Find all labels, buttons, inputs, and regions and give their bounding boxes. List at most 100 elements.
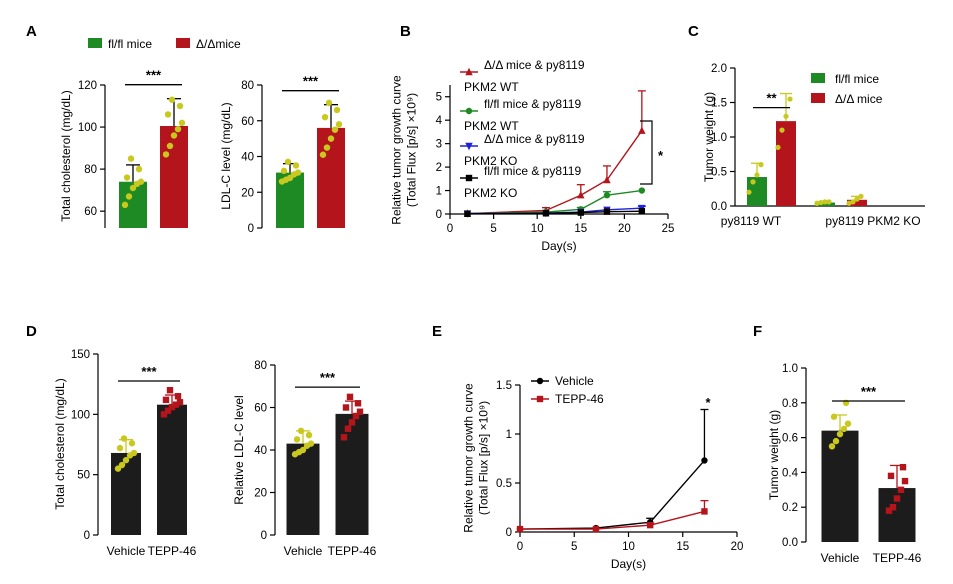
B-data-point-3 bbox=[542, 210, 550, 217]
A2-data-point-1 bbox=[323, 144, 331, 151]
F-data-point-0 bbox=[836, 430, 844, 438]
D1-data-point-1 bbox=[172, 401, 180, 408]
D1-data-point-1 bbox=[176, 399, 184, 406]
D2-data-point-1 bbox=[344, 425, 352, 432]
B-significance-bracket bbox=[640, 120, 653, 185]
C-significance-label: ** bbox=[766, 91, 777, 106]
C-y-axis-label-line: Tumor weight (g) bbox=[702, 92, 716, 182]
legend-label-fl-fl: fl/fl mice bbox=[108, 37, 152, 51]
F-y-tick-label: 0.4 bbox=[782, 467, 799, 479]
F-y-tick-label: 1.0 bbox=[782, 363, 798, 375]
E-y-axis-label: Relative tumor growth curve(Total Flux [… bbox=[462, 383, 491, 533]
D2-data-point-1 bbox=[352, 412, 360, 420]
D2-significance-label: *** bbox=[320, 370, 336, 385]
E-y-tick-label: 0.5 bbox=[496, 478, 512, 490]
D2-data-point-1 bbox=[340, 434, 348, 441]
B-data-point-3 bbox=[603, 208, 611, 215]
E-significance-label: * bbox=[705, 395, 711, 410]
A2-data-point-1 bbox=[333, 106, 341, 114]
F-x-category-label: Vehicle bbox=[821, 551, 860, 565]
E-data-point-1 bbox=[701, 508, 708, 515]
E-legend-marker-1 bbox=[536, 395, 544, 403]
D1-data-point-0 bbox=[122, 456, 130, 464]
A1-data-point-0 bbox=[123, 174, 131, 181]
A1-y-axis-label-line: Total cholesterol (mg/dL) bbox=[59, 90, 73, 221]
E-y-axis-label-line: (Total Flux [p/s] ×10⁹) bbox=[477, 401, 491, 515]
A1-data-point-1 bbox=[162, 151, 170, 158]
B-x-tick-label: 20 bbox=[618, 223, 631, 235]
C-data-point bbox=[826, 199, 832, 205]
F-y-tick-label: 0.2 bbox=[782, 502, 798, 514]
C-x-group-label-1: py8119 PKM2 KO bbox=[825, 214, 920, 228]
D2-data-point-0 bbox=[299, 446, 307, 454]
A1-data-point-0 bbox=[125, 193, 133, 200]
E-x-tick-label: 10 bbox=[622, 541, 635, 553]
D2-y-tick-label: 20 bbox=[254, 488, 267, 500]
A2-data-point-0 bbox=[294, 169, 302, 176]
E-data-point-1 bbox=[647, 521, 654, 529]
C-y-tick-label: 2.0 bbox=[711, 63, 727, 75]
A1-data-point-1 bbox=[178, 119, 186, 127]
A1-bar-1 bbox=[160, 126, 188, 228]
C-legend-label-fl-fl: fl/fl mice bbox=[835, 72, 879, 86]
A1-data-point-1 bbox=[168, 96, 176, 103]
C-y-tick-label: 0.5 bbox=[711, 167, 727, 179]
B-y-axis-label: Relative tumor growth curve(Total Flux [… bbox=[390, 75, 419, 225]
D1-data-point-1 bbox=[162, 396, 170, 404]
B-x-tick-label: 0 bbox=[447, 223, 453, 235]
B-data-point-0 bbox=[577, 191, 585, 199]
B-data-point-1 bbox=[638, 187, 646, 194]
B-y-tick-label: 5 bbox=[436, 92, 442, 104]
D1-data-point-0 bbox=[128, 440, 136, 447]
F-data-point-0 bbox=[840, 425, 848, 433]
B-legend-label-3: fl/fl mice & py8119 bbox=[484, 164, 581, 178]
A1-data-point-1 bbox=[164, 111, 172, 118]
C-data-point bbox=[746, 189, 752, 195]
E-data-point-1 bbox=[516, 525, 524, 533]
F-y-tick-label: 0.0 bbox=[782, 537, 798, 549]
D2-bar-1 bbox=[335, 413, 369, 535]
C-data-point bbox=[822, 199, 828, 205]
C-data-point bbox=[854, 196, 860, 202]
D1-data-point-1 bbox=[164, 407, 172, 414]
C-data-point bbox=[779, 127, 785, 133]
B-data-point-3 bbox=[577, 209, 584, 216]
B-legend-marker-1 bbox=[465, 107, 473, 115]
D2-data-point-1 bbox=[354, 400, 362, 407]
F-data-point-0 bbox=[830, 413, 838, 420]
E-legend-label-0: Vehicle bbox=[555, 374, 594, 388]
D1-data-point-0 bbox=[120, 435, 128, 442]
B-y-tick-label: 0 bbox=[436, 209, 442, 221]
B-data-point-3 bbox=[464, 210, 471, 217]
D1-y-axis-label-line: Total cholesterol (mg/dL) bbox=[53, 378, 67, 509]
B-legend-label-1: PKM2 WT bbox=[464, 119, 519, 133]
E-x-tick-label: 0 bbox=[517, 541, 523, 553]
D2-y-tick-label: 80 bbox=[254, 360, 267, 372]
C-data-point bbox=[858, 193, 864, 199]
B-legend-label-0: PKM2 WT bbox=[464, 80, 519, 94]
A2-y-tick-label: 80 bbox=[241, 80, 254, 92]
D1-bar-1 bbox=[157, 404, 187, 535]
F-data-point-1 bbox=[887, 472, 895, 480]
F-data-point-1 bbox=[899, 463, 907, 471]
legend-swatch-delta bbox=[176, 38, 190, 48]
D1-data-point-1 bbox=[168, 403, 176, 411]
B-x-tick-label: 5 bbox=[490, 223, 496, 235]
D2-y-axis-label-line: Relative LDL-C level bbox=[232, 395, 246, 504]
A1-data-point-0 bbox=[137, 178, 145, 185]
A2-y-tick-label: 40 bbox=[241, 152, 254, 164]
D2-x-category-label: TEPP-46 bbox=[328, 544, 377, 558]
A1-data-point-1 bbox=[166, 142, 174, 150]
C-data-point bbox=[754, 172, 760, 178]
E-y-tick-label: 1.5 bbox=[496, 380, 512, 392]
C-data-point bbox=[787, 96, 793, 102]
A2-significance-label: *** bbox=[303, 74, 319, 89]
A2-data-point-1 bbox=[331, 126, 339, 133]
F-y-tick-label: 0.8 bbox=[782, 398, 798, 410]
panel-label-a: A bbox=[26, 23, 37, 40]
D2-data-point-0 bbox=[305, 431, 313, 439]
C-x-group-label-0: py8119 WT bbox=[721, 214, 782, 228]
D2-y-tick-label: 60 bbox=[254, 403, 267, 415]
F-x-category-label: TEPP-46 bbox=[873, 551, 922, 565]
B-legend-marker-3 bbox=[465, 174, 473, 182]
